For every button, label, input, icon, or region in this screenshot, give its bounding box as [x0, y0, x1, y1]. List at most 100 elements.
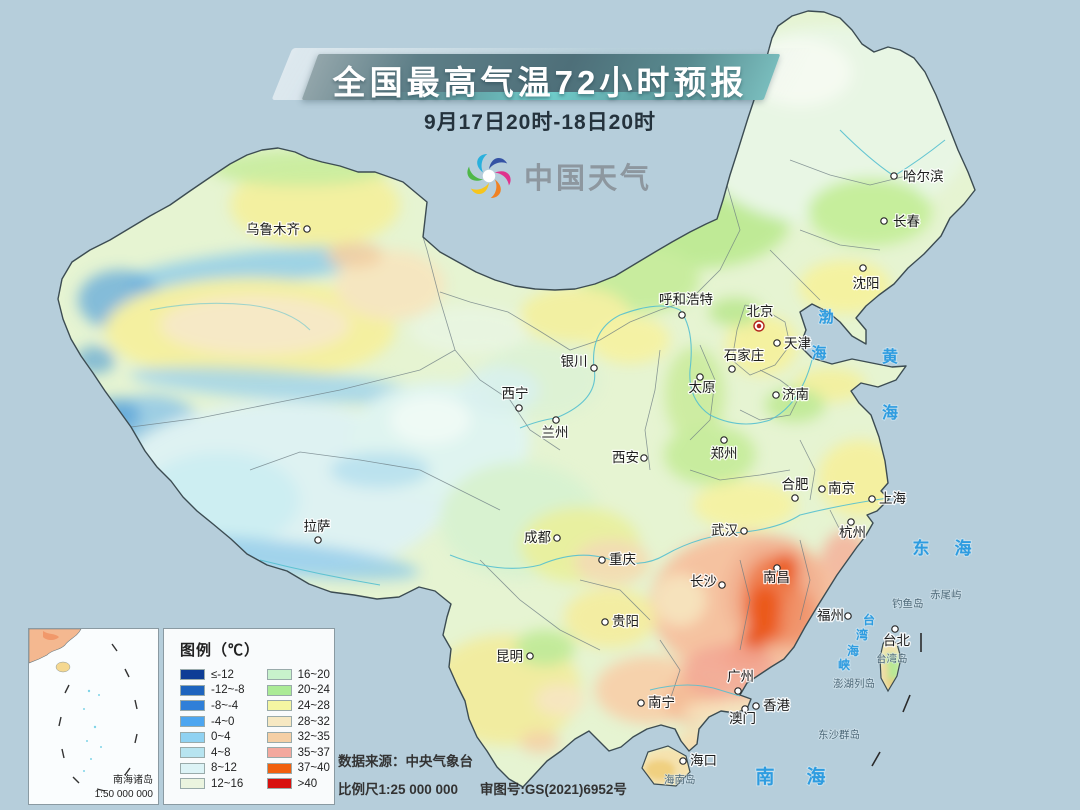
city-label: 合肥 [782, 477, 809, 492]
city-marker [640, 454, 648, 462]
legend-item: -4~0 [180, 714, 249, 730]
capital-marker-dot [756, 323, 762, 329]
legend-item: 12~16 [180, 776, 249, 792]
legend-item: 24~28 [266, 698, 334, 714]
dashed-boundary-segments [871, 633, 922, 767]
legend-item: ≤-12 [180, 667, 249, 683]
data-source: 数据来源：中央气象台 [338, 754, 473, 769]
city-marker [718, 581, 726, 589]
sea-label-donghai: 东 [913, 538, 930, 558]
city-label: 香港 [763, 698, 791, 713]
legend-label: 16~20 [297, 668, 330, 681]
approval-number: 审图号:GS(2021)6952号 [479, 782, 627, 797]
island-label: 赤尾屿 [930, 589, 962, 601]
city-label: 天津 [784, 336, 811, 351]
legend-label: 35~37 [297, 746, 330, 759]
legend-label: 24~28 [297, 699, 330, 712]
legend-swatch [266, 747, 292, 759]
legend-label: -12~-8 [211, 684, 245, 697]
legend-swatch [266, 731, 292, 743]
legend-swatch [180, 762, 205, 774]
hainan-outline [641, 745, 691, 787]
city-marker [553, 534, 561, 542]
legend-label: 12~16 [211, 777, 244, 790]
city-marker [890, 172, 898, 180]
legend-label: >40 [297, 777, 318, 790]
pinwheel-logo-icon [467, 154, 511, 198]
city-marker [891, 625, 899, 633]
city-label: 银川 [561, 354, 588, 369]
sea-label-nanhai: 海 [806, 765, 825, 788]
taiwan-outline [879, 635, 902, 693]
city-marker [552, 416, 560, 424]
city-label: 南昌 [763, 570, 790, 585]
city-marker [773, 564, 781, 572]
legend-item: >40 [266, 776, 334, 792]
sea-label-huanghai: 海 [882, 403, 898, 422]
city-label: 武汉 [711, 523, 739, 538]
rivers [149, 129, 946, 697]
legend-item: -8~-4 [180, 698, 249, 714]
city-label: 南京 [828, 481, 855, 496]
city-label: 重庆 [609, 552, 636, 567]
city-label: 西宁 [502, 385, 529, 401]
city-label: 沈阳 [853, 276, 880, 291]
legend-swatch [266, 669, 292, 681]
sea-label-bohai: 海 [811, 344, 826, 362]
inset-label: 南海诸岛 [113, 775, 153, 786]
legend-item: 37~40 [266, 761, 334, 777]
city-label: 杭州 [839, 525, 866, 540]
city-marker [791, 494, 799, 502]
legend-label: -8~-4 [211, 699, 239, 712]
legend-swatch [180, 669, 205, 681]
province-boundaries [130, 159, 911, 701]
legend-swatch [180, 731, 205, 743]
legend-item: 32~35 [266, 729, 334, 745]
city-label: 乌鲁木齐 [246, 222, 300, 237]
legend-title: 图例（℃） [180, 642, 261, 659]
legend-label: 0~4 [211, 731, 231, 744]
city-marker [696, 373, 704, 381]
city-label: 海口 [690, 753, 717, 768]
city-marker [752, 702, 760, 710]
city-label: 兰州 [542, 425, 569, 440]
city-marker [590, 364, 598, 372]
china-weather-logo: 中国天气 [466, 153, 652, 199]
city-label: 北京 [747, 304, 774, 319]
island-label: 台湾岛 [876, 652, 908, 665]
brand-name: 中国天气 [524, 163, 653, 195]
city-marker [734, 687, 742, 695]
city-marker [844, 612, 852, 620]
city-marker [818, 485, 826, 493]
legend-item: 0~4 [180, 729, 249, 745]
city-label: 拉萨 [304, 519, 331, 534]
city-marker [601, 618, 609, 626]
legend-item: 8~12 [180, 761, 249, 777]
city-marker [880, 217, 888, 225]
city-label: 成都 [524, 530, 551, 545]
city-marker [859, 264, 867, 272]
sea-label-bohai: 渤 [818, 308, 833, 326]
city-label: 长沙 [690, 574, 717, 589]
city-label: 济南 [782, 387, 809, 402]
legend-swatch [266, 684, 292, 696]
island-label: 海南岛 [664, 773, 696, 786]
legend-label: 28~32 [297, 715, 330, 728]
legend-label: 8~12 [211, 762, 237, 775]
city-label: 昆明 [496, 649, 523, 664]
city-label: 广州 [727, 669, 754, 684]
legend-item: 20~24 [266, 683, 334, 699]
island-label: 东沙群岛 [818, 728, 860, 741]
city-label: 哈尔滨 [903, 169, 944, 184]
sea-label-taiwan-strait: 湾 [856, 627, 868, 642]
legend-label: -4~0 [211, 715, 235, 728]
city-marker [868, 495, 876, 503]
city-marker [637, 699, 645, 707]
legend-swatch [266, 700, 292, 712]
legend-swatch [180, 778, 205, 790]
map-scale: 比例尺1:25 000 000 [338, 782, 459, 797]
inset-map-south-china-sea: 南海诸岛 1:50 000 000 [28, 628, 159, 805]
legend-swatch [180, 747, 205, 759]
